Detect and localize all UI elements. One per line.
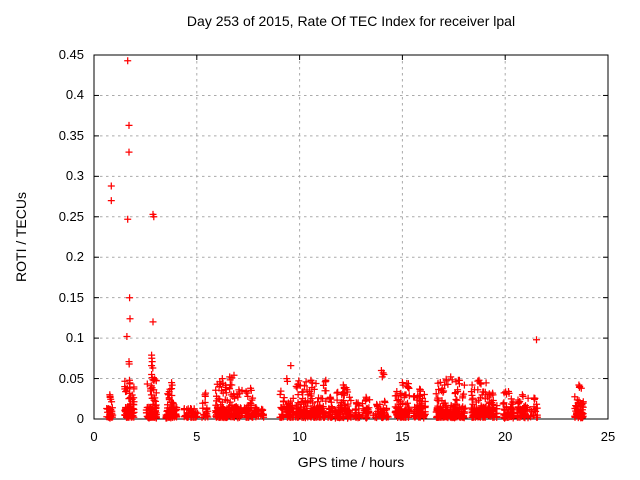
y-tick-label: 0.15 [58,289,84,305]
y-tick-label: 0.25 [58,208,84,224]
y-tick-label: 0.35 [58,127,84,143]
x-tick-label: 15 [395,429,410,444]
y-tick-label: 0.4 [65,87,84,103]
chart-title: Day 253 of 2015, Rate Of TEC Index for r… [186,13,516,29]
y-tick-label: 0 [76,411,84,426]
data-points-plus-markers [103,57,587,422]
x-tick-label: 0 [90,429,98,444]
x-tick-label: 10 [292,429,307,444]
y-tick-label: 0.45 [58,47,84,62]
x-axis-label: GPS time / hours [297,454,405,470]
y-tick-label: 0.3 [65,168,84,184]
y-tick-label: 0.1 [65,330,84,346]
y-tick-label: 0.2 [65,249,84,265]
x-tick-label: 25 [600,429,616,444]
x-tick-label: 20 [497,429,513,444]
plot-border [93,54,609,420]
y-tick-label: 0.05 [58,370,84,386]
x-tick-label: 5 [193,429,201,444]
